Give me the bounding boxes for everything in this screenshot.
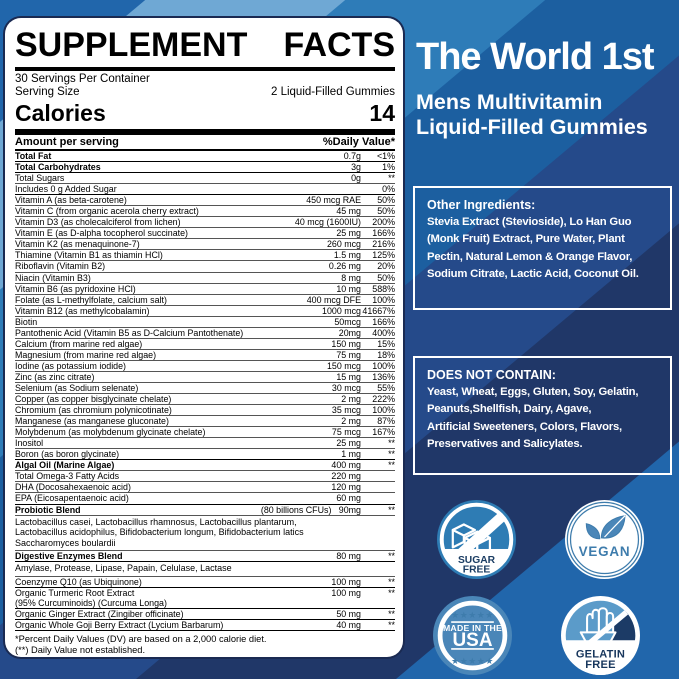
- svg-text:★★★★★: ★★★★★: [451, 610, 494, 620]
- svg-text:VEGAN: VEGAN: [579, 544, 631, 559]
- svg-text:★★★★★: ★★★★★: [451, 656, 494, 666]
- svg-text:FREE: FREE: [463, 565, 491, 576]
- svg-text:FREE: FREE: [585, 659, 615, 671]
- svg-text:USA: USA: [452, 630, 492, 651]
